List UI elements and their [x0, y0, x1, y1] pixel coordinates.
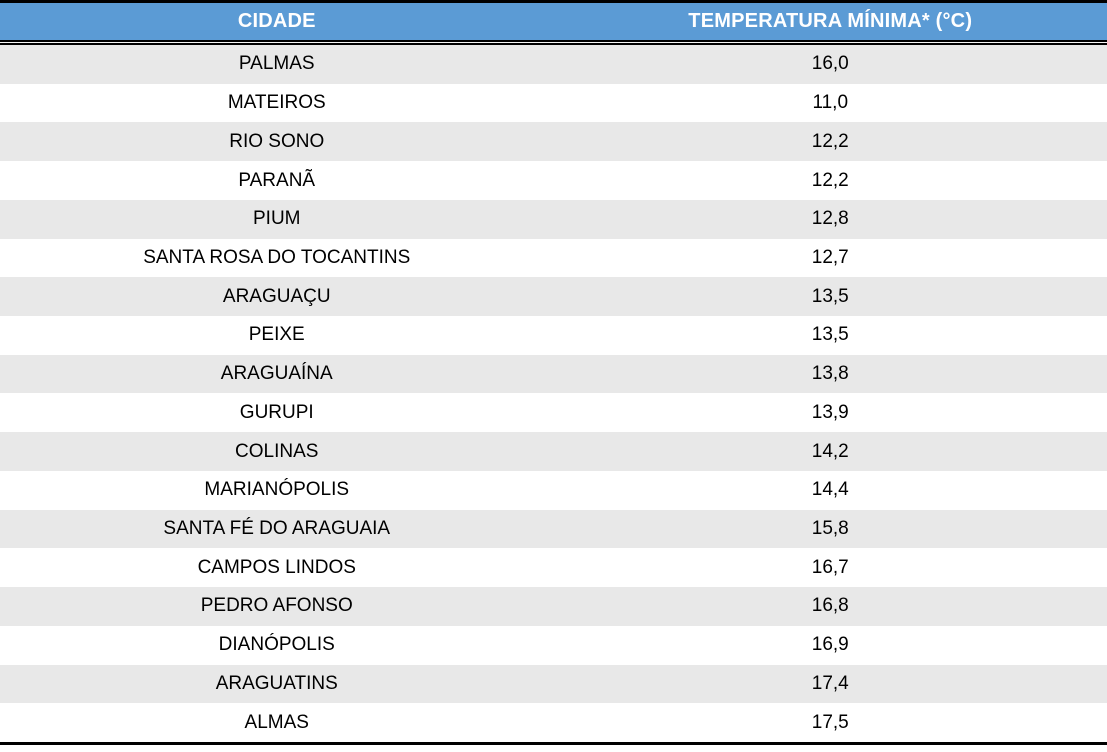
table-row: SANTA ROSA DO TOCANTINS 12,7 [0, 238, 1107, 278]
temperature-cell: 13,9 [811, 401, 849, 423]
table-row: MATEIROS 11,0 [0, 83, 1107, 123]
city-cell: ARAGUATINS [215, 672, 338, 694]
table-row: ARAGUAÍNA 13,8 [0, 354, 1107, 394]
header-cell-city: CIDADE [237, 10, 316, 32]
city-cell: DIANÓPOLIS [218, 634, 335, 656]
city-cell: PARANÃ [238, 169, 316, 191]
table-row: ALMAS 17,5 [0, 703, 1107, 742]
table-row: COLINAS 14,2 [0, 432, 1107, 471]
table-row: PALMAS 16,0 [0, 45, 1107, 84]
city-cell: PALMAS [238, 53, 315, 75]
temperature-cell: 13,5 [811, 324, 849, 346]
city-cell: PEIXE [248, 324, 305, 346]
city-cell: CAMPOS LINDOS [197, 556, 356, 578]
temperature-cell: 14,4 [811, 479, 849, 501]
table-row: CAMPOS LINDOS 16,7 [0, 548, 1107, 588]
table-row: ARAGUATINS 17,4 [0, 664, 1107, 704]
table-row: ARAGUAÇU 13,5 [0, 277, 1107, 317]
table-row: PIUM 12,8 [0, 199, 1107, 239]
header-cell-temperature: TEMPERATURA MÍNIMA* (°C) [688, 10, 973, 32]
temperature-cell: 12,8 [811, 208, 849, 230]
temperature-cell: 16,7 [811, 556, 849, 578]
table-top-rule [0, 0, 1107, 3]
temperature-cell: 13,5 [811, 285, 849, 307]
table-row: GURUPI 13,9 [0, 393, 1107, 433]
table-row: DIANÓPOLIS 16,9 [0, 625, 1107, 665]
temperature-cell: 14,2 [811, 440, 849, 462]
table-row: PEIXE 13,5 [0, 316, 1107, 355]
city-cell: SANTA ROSA DO TOCANTINS [143, 246, 411, 268]
temperature-cell: 17,5 [811, 711, 849, 733]
table-row: SANTA FÉ DO ARAGUAIA 15,8 [0, 509, 1107, 549]
city-cell: SANTA FÉ DO ARAGUAIA [163, 517, 391, 539]
temperature-cell: 16,0 [811, 53, 849, 75]
temperature-cell: 16,9 [811, 634, 849, 656]
temperature-cell: 12,7 [811, 246, 849, 268]
table-row: RIO SONO 12,2 [0, 122, 1107, 162]
city-cell: RIO SONO [229, 130, 325, 152]
city-cell: ARAGUAÇU [222, 285, 331, 307]
table-bottom-rule [0, 741, 1107, 745]
temperature-cell: 11,0 [812, 92, 849, 114]
city-cell: ALMAS [244, 711, 309, 733]
table-body: PALMAS 16,0 MATEIROS 11,0 RIO SONO 12,2 PARANÃ… [0, 45, 1107, 742]
temperature-cell: 17,4 [811, 672, 849, 694]
table-row: MARIANÓPOLIS 14,4 [0, 470, 1107, 510]
temperature-cell: 16,8 [811, 595, 849, 617]
table-row: PARANÃ 12,2 [0, 161, 1107, 200]
table-header: CIDADE TEMPERATURA MÍNIMA* (°C) [0, 3, 1107, 40]
city-cell: ARAGUAÍNA [220, 363, 333, 385]
temperature-cell: 15,8 [811, 517, 849, 539]
city-cell: MARIANÓPOLIS [204, 479, 350, 501]
city-cell: PIUM [253, 208, 301, 230]
temperature-cell: 12,2 [811, 169, 849, 191]
city-cell: COLINAS [235, 440, 319, 462]
city-cell: GURUPI [239, 401, 314, 423]
header-divider [0, 40, 1107, 45]
temperature-cell: 13,8 [811, 363, 849, 385]
city-cell: MATEIROS [227, 92, 326, 114]
city-cell: PEDRO AFONSO [200, 595, 353, 617]
table-row: PEDRO AFONSO 16,8 [0, 587, 1107, 626]
temperature-cell: 12,2 [811, 130, 849, 152]
